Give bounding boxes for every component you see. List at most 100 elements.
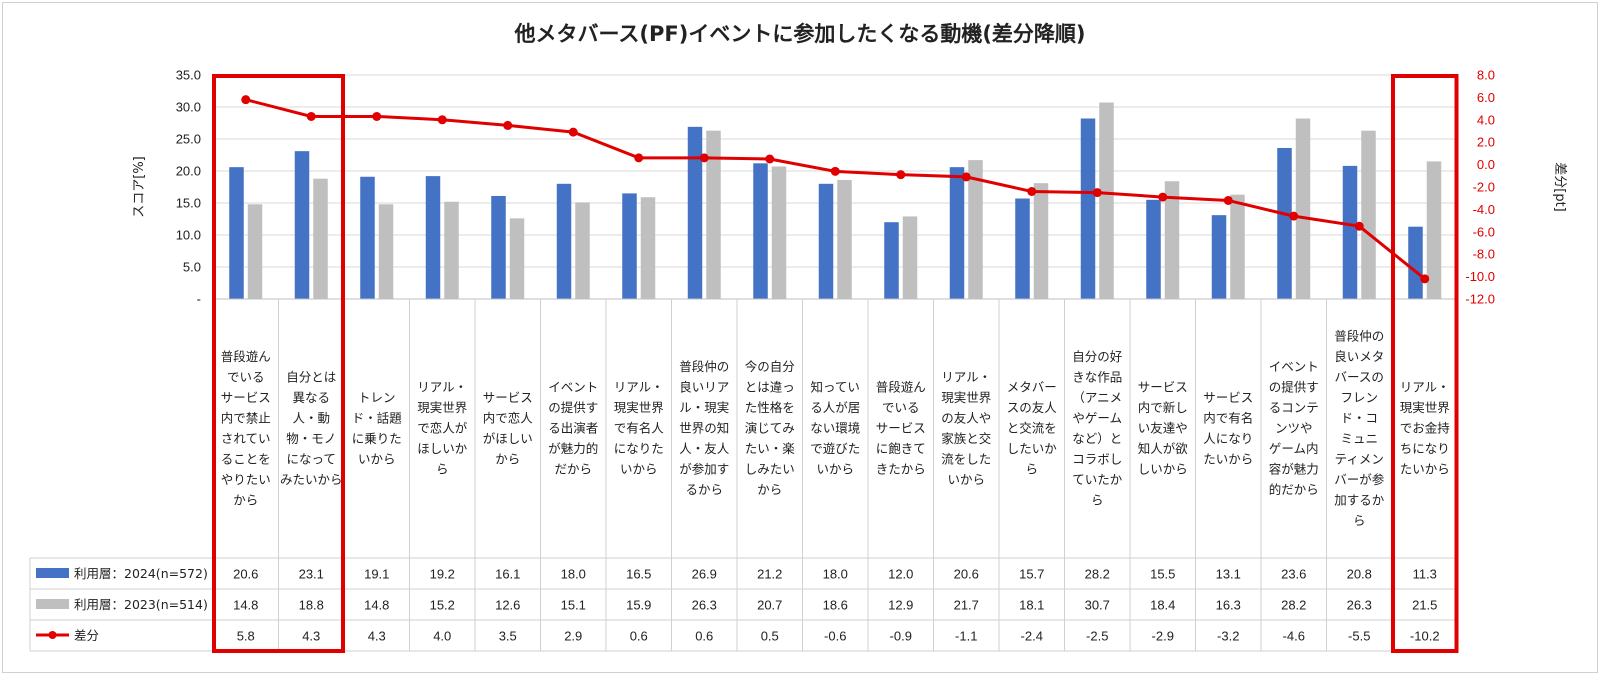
category-label-line: 加するか: [1334, 492, 1385, 507]
table-cell: 11.3: [1413, 567, 1437, 582]
bar-2023: [1033, 183, 1049, 299]
category-label-line: 的だから: [1269, 482, 1319, 497]
bar-2023: [1164, 181, 1180, 299]
diff-point: [372, 111, 382, 121]
category-label-line: になって: [287, 451, 336, 466]
category-label-line: から: [233, 492, 258, 507]
diff-point: [1354, 221, 1364, 231]
table-cell: 15.9: [626, 598, 651, 613]
category-label: メタバースの友人と交流をしたいから: [1007, 380, 1058, 477]
y-axis-label: スコア[%]: [132, 156, 147, 218]
table-cell: -4.6: [1283, 629, 1305, 644]
category-label-line: ちになり: [1400, 441, 1450, 456]
category-label-line: 内で禁止: [221, 410, 271, 425]
category-label: 今の自分とは違った性格を演じてみたい・楽しみたいから: [745, 359, 796, 497]
table-cell: 5.8: [237, 629, 255, 644]
category-label-line: イベント: [1269, 359, 1319, 374]
category-label-line: るコンテ: [1269, 400, 1319, 415]
diff-point: [306, 111, 316, 121]
bar-2023: [968, 160, 983, 299]
category-label-line: ることを: [221, 451, 271, 466]
bar-2024: [884, 222, 899, 299]
category-label: サービス内で有名人になりたいから: [1203, 390, 1253, 467]
category-label-line: に飽きて: [876, 441, 926, 456]
y-tick-label: 15.0: [176, 196, 201, 211]
bar-2024: [491, 195, 506, 299]
table-cell: 23.6: [1281, 567, 1306, 582]
category-label-line: ド・話題: [352, 410, 403, 425]
y2-tick-label: 8.0: [1477, 68, 1495, 83]
diff-point: [765, 154, 775, 164]
category-label-line: 世界の知: [679, 421, 729, 436]
table-cell: 18.1: [1019, 598, 1044, 613]
table-cell: 0.6: [695, 629, 713, 644]
category-label-line: から: [495, 451, 520, 466]
category-label-line: 容が魅力: [1269, 462, 1319, 477]
bar-2023: [771, 166, 787, 299]
gridlines: [213, 74, 1458, 300]
diff-point: [1092, 188, 1102, 198]
table-cell: 16.5: [626, 567, 651, 582]
category-label-line: 人になり: [1203, 431, 1253, 446]
category-label-line: た性格を: [745, 400, 795, 415]
bar-2023: [640, 197, 656, 299]
category-label-line: の提供す: [548, 400, 598, 415]
category-label-line: から: [757, 482, 782, 497]
category-label-line: になりた: [614, 441, 664, 456]
bar-2024: [949, 167, 965, 299]
category-label-line: に乗りた: [352, 431, 402, 446]
category-label: リアル・現実世界で有名人になりたいから: [614, 380, 665, 477]
category-label-line: ル・現実: [679, 400, 729, 415]
category-label-line: されてい: [221, 431, 271, 446]
bar-2023: [837, 179, 852, 299]
table-cell: 15.1: [561, 598, 586, 613]
table-cell: 4.3: [302, 629, 320, 644]
category-label-line: 流をした: [941, 451, 991, 466]
y2-tick-label: -6.0: [1473, 224, 1495, 239]
diff-point: [634, 153, 644, 163]
diff-line: [241, 95, 1430, 284]
category-label: 普段遊んでいるサービス内で禁止されていることをやりたいから: [221, 349, 271, 508]
category-label-line: る人が居: [810, 400, 860, 415]
bar-2023: [1230, 194, 1245, 299]
table-cell: 14.8: [364, 598, 389, 613]
category-label-line: 現実世界: [417, 400, 468, 415]
category-label-line: 自分の好: [1072, 349, 1122, 364]
table-cell: 4.0: [433, 629, 451, 644]
axes: 35.030.025.020.015.010.05.0-8.06.04.02.0…: [176, 68, 1495, 307]
bars: [229, 102, 1442, 300]
bar-2024: [229, 167, 244, 299]
category-label: イベントの提供するコンテンツやゲーム内容が魅力的だから: [1269, 359, 1319, 497]
bar-2024: [360, 176, 375, 299]
bar-2023: [706, 130, 721, 299]
bar-2024: [1277, 147, 1292, 299]
y2-tick-label: 0.0: [1477, 157, 1495, 172]
bar-2024: [425, 176, 441, 299]
category-label-line: きたから: [876, 462, 926, 477]
category-label: 普段仲の良いメタバースのフレンド・コミュニティメンバーが参加するから: [1334, 328, 1385, 528]
category-label: イベントの提供する出演者が魅力的だから: [548, 380, 598, 477]
category-label-line: （アニメ: [1072, 390, 1122, 405]
bar-2024: [1211, 215, 1227, 299]
diff-point: [896, 170, 906, 180]
table-cell: 0.5: [761, 629, 779, 644]
category-label-line: でお金持: [1400, 421, 1450, 436]
category-label-line: スの友人: [1007, 400, 1058, 415]
category-label-line: 現実世界: [614, 400, 665, 415]
y-tick-label: 30.0: [176, 100, 201, 115]
category-label-line: いから: [816, 462, 854, 477]
bar-2024: [1080, 118, 1096, 300]
category-label-line: バースの: [1335, 369, 1384, 384]
table-cell: 23.1: [299, 567, 324, 582]
category-label-line: 人・動: [292, 410, 330, 425]
category-label-line: きな作品: [1072, 369, 1122, 384]
diff-point: [699, 153, 709, 163]
category-label-line: フレン: [1340, 390, 1378, 405]
category-label: 普段仲の良いリアル・現実世界の知人・友人が参加するから: [679, 359, 730, 497]
category-label-line: たい・楽: [745, 441, 796, 456]
table-cell: 21.7: [954, 598, 979, 613]
category-label-line: 演じてみ: [745, 421, 795, 436]
table-cell: 2.9: [564, 629, 582, 644]
y-tick-label: 10.0: [176, 228, 201, 243]
